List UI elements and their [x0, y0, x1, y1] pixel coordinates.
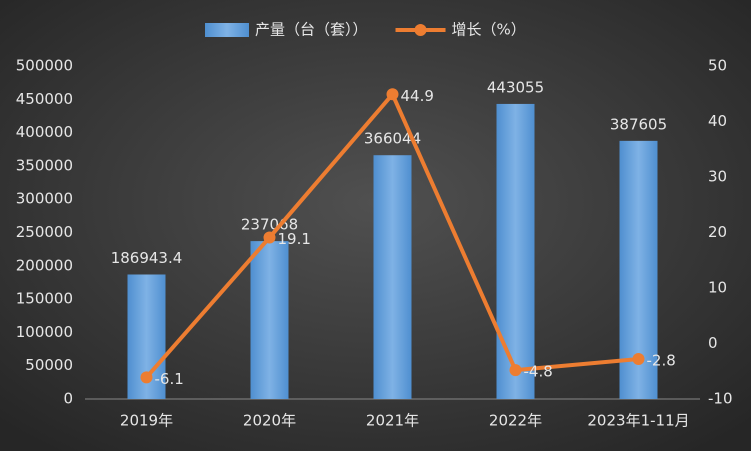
y-tick-label: 500000 — [16, 57, 73, 75]
x-tick-label: 2023年1-11月 — [587, 412, 689, 430]
line-point — [263, 231, 276, 244]
legend-label: 产量（台（套）） — [255, 21, 368, 39]
bar-value-label: 443055 — [487, 78, 544, 96]
line-value-label: -2.8 — [647, 352, 676, 370]
line-point — [140, 371, 153, 384]
line-point — [509, 364, 522, 377]
bar-value-label: 387605 — [610, 115, 667, 133]
line-value-label: 44.9 — [401, 87, 434, 105]
x-tick-label: 2020年 — [243, 412, 296, 430]
x-tick-label: 2022年 — [489, 412, 542, 430]
legend-marker — [414, 24, 427, 36]
line-value-label: -4.8 — [524, 363, 553, 381]
bar — [373, 155, 412, 399]
y2-tick-label: 50 — [708, 57, 727, 75]
y-tick-label: 300000 — [16, 190, 73, 208]
y-tick-label: 450000 — [16, 90, 73, 108]
legend-label: 增长（%） — [452, 21, 526, 39]
y-tick-label: 100000 — [16, 323, 73, 341]
y-tick-label: 200000 — [16, 256, 73, 274]
y2-tick-label: 0 — [708, 334, 718, 352]
y2-tick-label: 20 — [708, 223, 727, 241]
y2-tick-label: 40 — [708, 112, 727, 130]
y2-tick-label: 10 — [708, 279, 727, 297]
bar — [250, 241, 289, 399]
y-tick-label: 0 — [63, 390, 73, 408]
line-point — [632, 353, 645, 366]
y2-tick-label: -10 — [708, 390, 733, 408]
bar-value-label: 366044 — [364, 130, 421, 148]
y-tick-label: 150000 — [16, 290, 73, 308]
x-tick-label: 2019年 — [120, 412, 173, 430]
bar — [496, 103, 535, 400]
x-tick-label: 2021年 — [366, 412, 419, 430]
y2-tick-label: 30 — [708, 168, 727, 186]
y-tick-label: 350000 — [16, 156, 73, 174]
line-point — [386, 88, 399, 101]
y-tick-label: 400000 — [16, 123, 73, 141]
y-tick-label: 250000 — [16, 223, 73, 241]
line-value-label: 19.1 — [278, 230, 311, 248]
bar-value-label: 186943.4 — [111, 249, 183, 267]
legend-swatch — [205, 23, 249, 37]
line-value-label: -6.1 — [155, 370, 184, 388]
y-tick-label: 50000 — [25, 356, 73, 374]
